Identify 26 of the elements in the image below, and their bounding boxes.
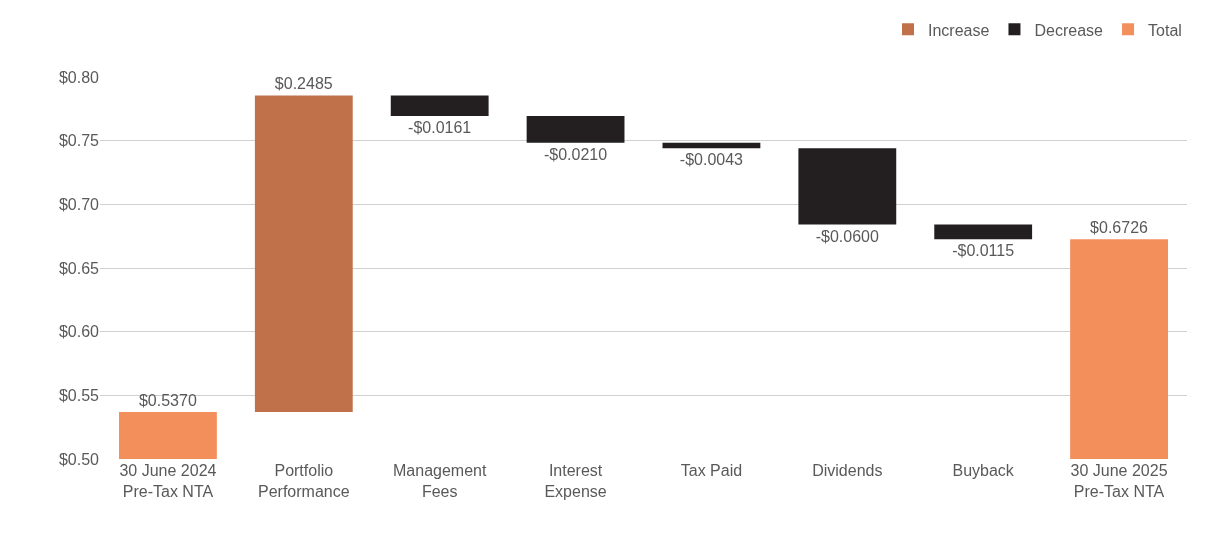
x-tick-label: 30 June 2024 Pre-Tax NTA — [119, 462, 217, 500]
x-tick-label: Management Fees — [392, 462, 487, 500]
legend-label: Total — [1148, 21, 1182, 39]
y-tick-label: $0.55 — [58, 386, 100, 404]
y-tick-label: $0.65 — [58, 259, 100, 277]
y-tick-label: $0.80 — [58, 68, 100, 86]
data-label: -$0.0043 — [679, 151, 744, 169]
data-label: -$0.0600 — [815, 227, 879, 245]
x-tick-label: Portfolio Performance — [258, 462, 350, 500]
legend-label: Increase — [928, 21, 990, 39]
legend-label: Decrease — [1034, 21, 1104, 39]
data-label: -$0.0115 — [952, 242, 1015, 260]
x-tick-label: Buyback — [952, 462, 1015, 479]
y-tick-label: $0.70 — [58, 195, 100, 213]
data-label: -$0.0161 — [408, 118, 472, 136]
x-tick-label: Interest Expense — [544, 462, 607, 500]
x-tick-label: Tax Paid — [680, 462, 743, 479]
y-tick-label: $0.50 — [58, 450, 100, 468]
x-tick-label: 30 June 2025 Pre-Tax NTA — [1070, 462, 1168, 500]
y-tick-label: $0.60 — [58, 323, 100, 341]
x-tick-label: Dividends — [812, 462, 883, 479]
data-label: $0.6726 — [1090, 219, 1149, 237]
y-tick-label: $0.75 — [58, 132, 100, 150]
data-label: $0.5370 — [138, 391, 197, 409]
data-label: -$0.0210 — [543, 145, 608, 163]
data-label: $0.2485 — [274, 75, 333, 93]
